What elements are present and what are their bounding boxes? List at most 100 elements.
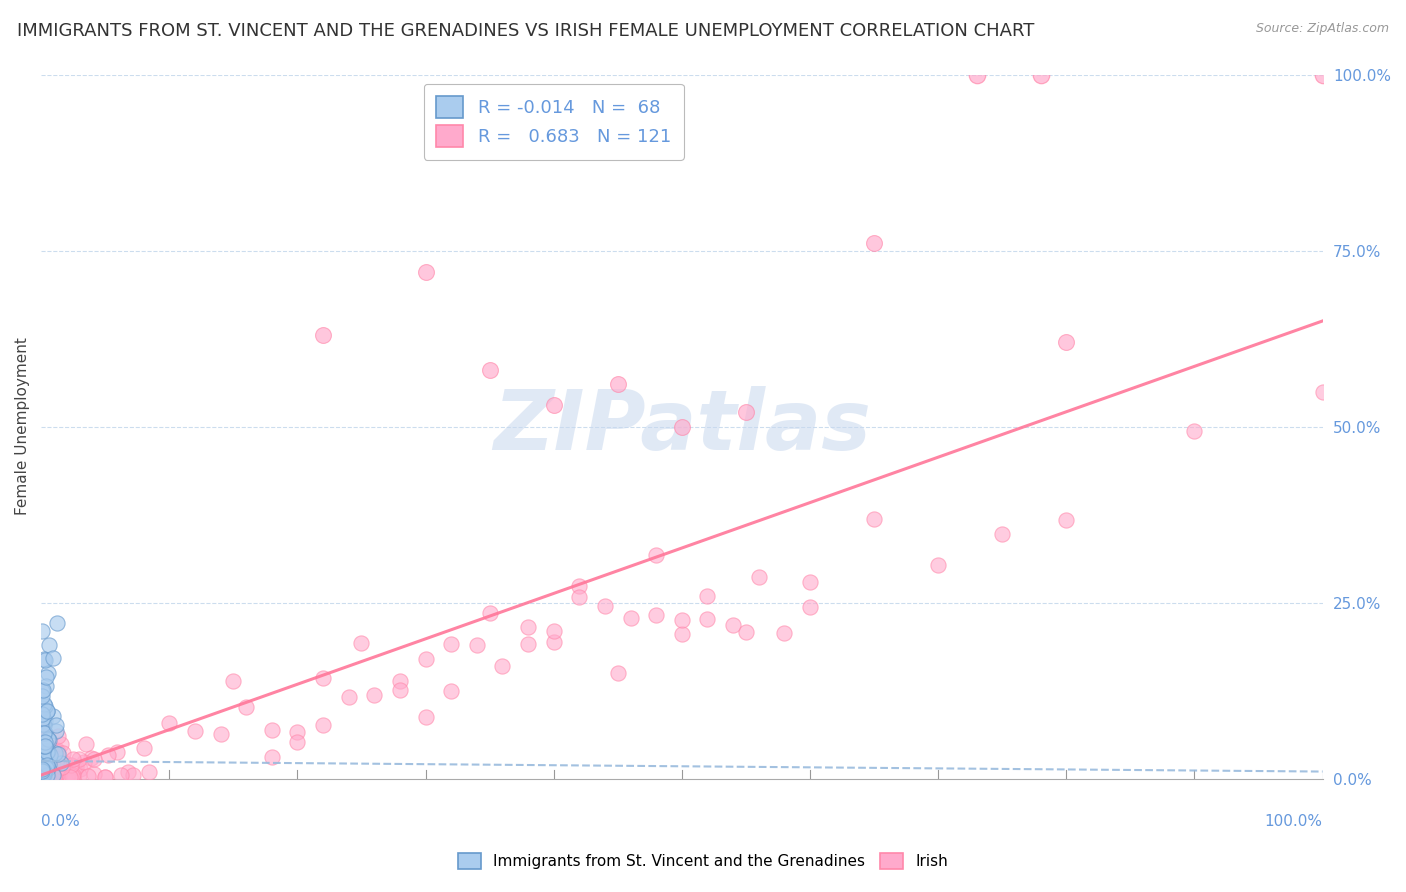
Point — [77, 769, 100, 783]
Point — [184, 723, 207, 738]
Point — [32, 725, 55, 739]
Point — [31, 764, 53, 779]
Point — [83, 751, 105, 765]
Point — [67, 751, 90, 765]
Point — [32, 768, 55, 782]
Point — [543, 635, 565, 649]
Point — [59, 769, 82, 783]
Point — [312, 718, 335, 732]
Point — [287, 735, 309, 749]
Point — [49, 756, 72, 770]
Point — [35, 704, 58, 718]
Point — [35, 745, 58, 759]
Point — [696, 611, 718, 625]
Point — [35, 761, 58, 775]
Point — [312, 328, 335, 343]
Point — [39, 770, 62, 784]
Point — [59, 758, 82, 772]
Point — [31, 704, 53, 718]
Point — [122, 768, 145, 782]
Point — [45, 718, 67, 732]
Point — [31, 708, 53, 723]
Point — [517, 637, 540, 651]
Point — [34, 758, 56, 772]
Point — [440, 684, 463, 698]
Point — [117, 765, 139, 780]
Point — [63, 760, 86, 774]
Point — [478, 607, 501, 621]
Point — [671, 419, 693, 434]
Point — [39, 771, 62, 785]
Point — [58, 767, 80, 781]
Point — [48, 729, 70, 743]
Point — [543, 399, 565, 413]
Point — [478, 363, 501, 377]
Point — [863, 236, 886, 251]
Point — [31, 762, 53, 776]
Point — [32, 716, 55, 731]
Point — [1312, 68, 1334, 82]
Point — [735, 405, 758, 419]
Point — [773, 626, 796, 640]
Point — [53, 756, 76, 770]
Point — [645, 548, 668, 562]
Point — [46, 745, 69, 759]
Point — [31, 765, 53, 780]
Point — [31, 690, 53, 704]
Point — [42, 767, 65, 781]
Point — [35, 679, 58, 693]
Point — [37, 665, 59, 680]
Point — [69, 762, 91, 776]
Point — [41, 765, 63, 780]
Point — [619, 611, 641, 625]
Point — [37, 732, 59, 747]
Point — [34, 745, 56, 759]
Point — [32, 739, 55, 753]
Point — [31, 756, 53, 771]
Point — [645, 607, 668, 622]
Point — [671, 613, 693, 627]
Point — [132, 741, 155, 756]
Point — [83, 767, 105, 781]
Point — [31, 723, 53, 738]
Point — [62, 752, 84, 766]
Point — [32, 748, 55, 763]
Point — [34, 653, 56, 667]
Point — [38, 732, 60, 747]
Point — [209, 727, 232, 741]
Point — [37, 768, 59, 782]
Point — [260, 750, 283, 764]
Point — [799, 600, 821, 615]
Point — [1312, 384, 1334, 399]
Point — [260, 723, 283, 737]
Point — [34, 739, 56, 754]
Point — [37, 769, 59, 783]
Text: ZIPatlas: ZIPatlas — [494, 386, 870, 467]
Point — [45, 742, 67, 756]
Point — [32, 652, 55, 666]
Point — [337, 690, 360, 704]
Point — [32, 701, 55, 715]
Point — [31, 765, 53, 780]
Text: Source: ZipAtlas.com: Source: ZipAtlas.com — [1256, 22, 1389, 36]
Point — [415, 710, 437, 724]
Point — [350, 636, 373, 650]
Point — [39, 763, 62, 777]
Point — [415, 652, 437, 666]
Point — [55, 771, 77, 785]
Point — [235, 700, 257, 714]
Point — [38, 752, 60, 766]
Point — [32, 764, 55, 779]
Point — [415, 265, 437, 279]
Text: IMMIGRANTS FROM ST. VINCENT AND THE GRENADINES VS IRISH FEMALE UNEMPLOYMENT CORR: IMMIGRANTS FROM ST. VINCENT AND THE GREN… — [17, 22, 1035, 40]
Point — [31, 743, 53, 757]
Point — [34, 760, 56, 774]
Point — [37, 771, 59, 785]
Point — [75, 737, 97, 751]
Point — [38, 764, 60, 778]
Point — [34, 754, 56, 768]
Point — [52, 746, 75, 760]
Point — [38, 638, 60, 652]
Point — [388, 682, 411, 697]
Point — [927, 558, 949, 572]
